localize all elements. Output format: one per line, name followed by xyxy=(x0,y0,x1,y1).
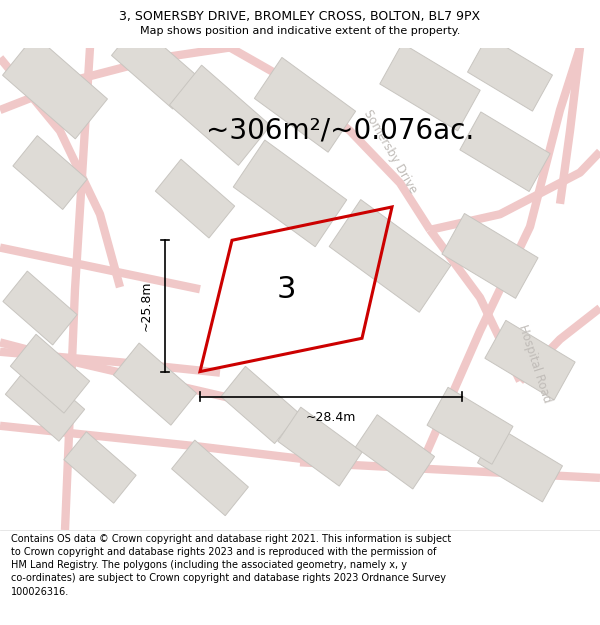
Polygon shape xyxy=(442,214,538,298)
Polygon shape xyxy=(460,112,550,191)
Text: 3: 3 xyxy=(277,275,296,304)
Polygon shape xyxy=(2,36,107,139)
Polygon shape xyxy=(10,334,89,413)
Text: 3, SOMERSBY DRIVE, BROMLEY CROSS, BOLTON, BL7 9PX: 3, SOMERSBY DRIVE, BROMLEY CROSS, BOLTON… xyxy=(119,11,481,24)
Polygon shape xyxy=(113,343,197,425)
Polygon shape xyxy=(233,140,347,247)
Polygon shape xyxy=(254,58,356,152)
Text: Map shows position and indicative extent of the property.: Map shows position and indicative extent… xyxy=(140,26,460,36)
Polygon shape xyxy=(355,415,434,489)
Polygon shape xyxy=(485,321,575,400)
Text: ~25.8m: ~25.8m xyxy=(140,281,153,331)
Polygon shape xyxy=(467,36,553,111)
Polygon shape xyxy=(169,65,271,166)
Text: Somersby Drive: Somersby Drive xyxy=(361,107,419,196)
Text: ~28.4m: ~28.4m xyxy=(306,411,356,424)
Polygon shape xyxy=(380,43,480,131)
Polygon shape xyxy=(3,271,77,345)
Polygon shape xyxy=(478,427,562,502)
Polygon shape xyxy=(155,159,235,238)
Polygon shape xyxy=(221,366,299,444)
Polygon shape xyxy=(5,362,85,441)
Polygon shape xyxy=(112,24,199,109)
Text: Contains OS data © Crown copyright and database right 2021. This information is : Contains OS data © Crown copyright and d… xyxy=(11,534,451,597)
Polygon shape xyxy=(13,136,87,209)
Polygon shape xyxy=(172,440,248,516)
Text: ~306m²/~0.076ac.: ~306m²/~0.076ac. xyxy=(206,117,474,145)
Text: Hospital Road: Hospital Road xyxy=(516,322,554,404)
Polygon shape xyxy=(64,432,136,503)
Polygon shape xyxy=(278,407,362,486)
Polygon shape xyxy=(427,388,513,464)
Polygon shape xyxy=(329,199,451,312)
